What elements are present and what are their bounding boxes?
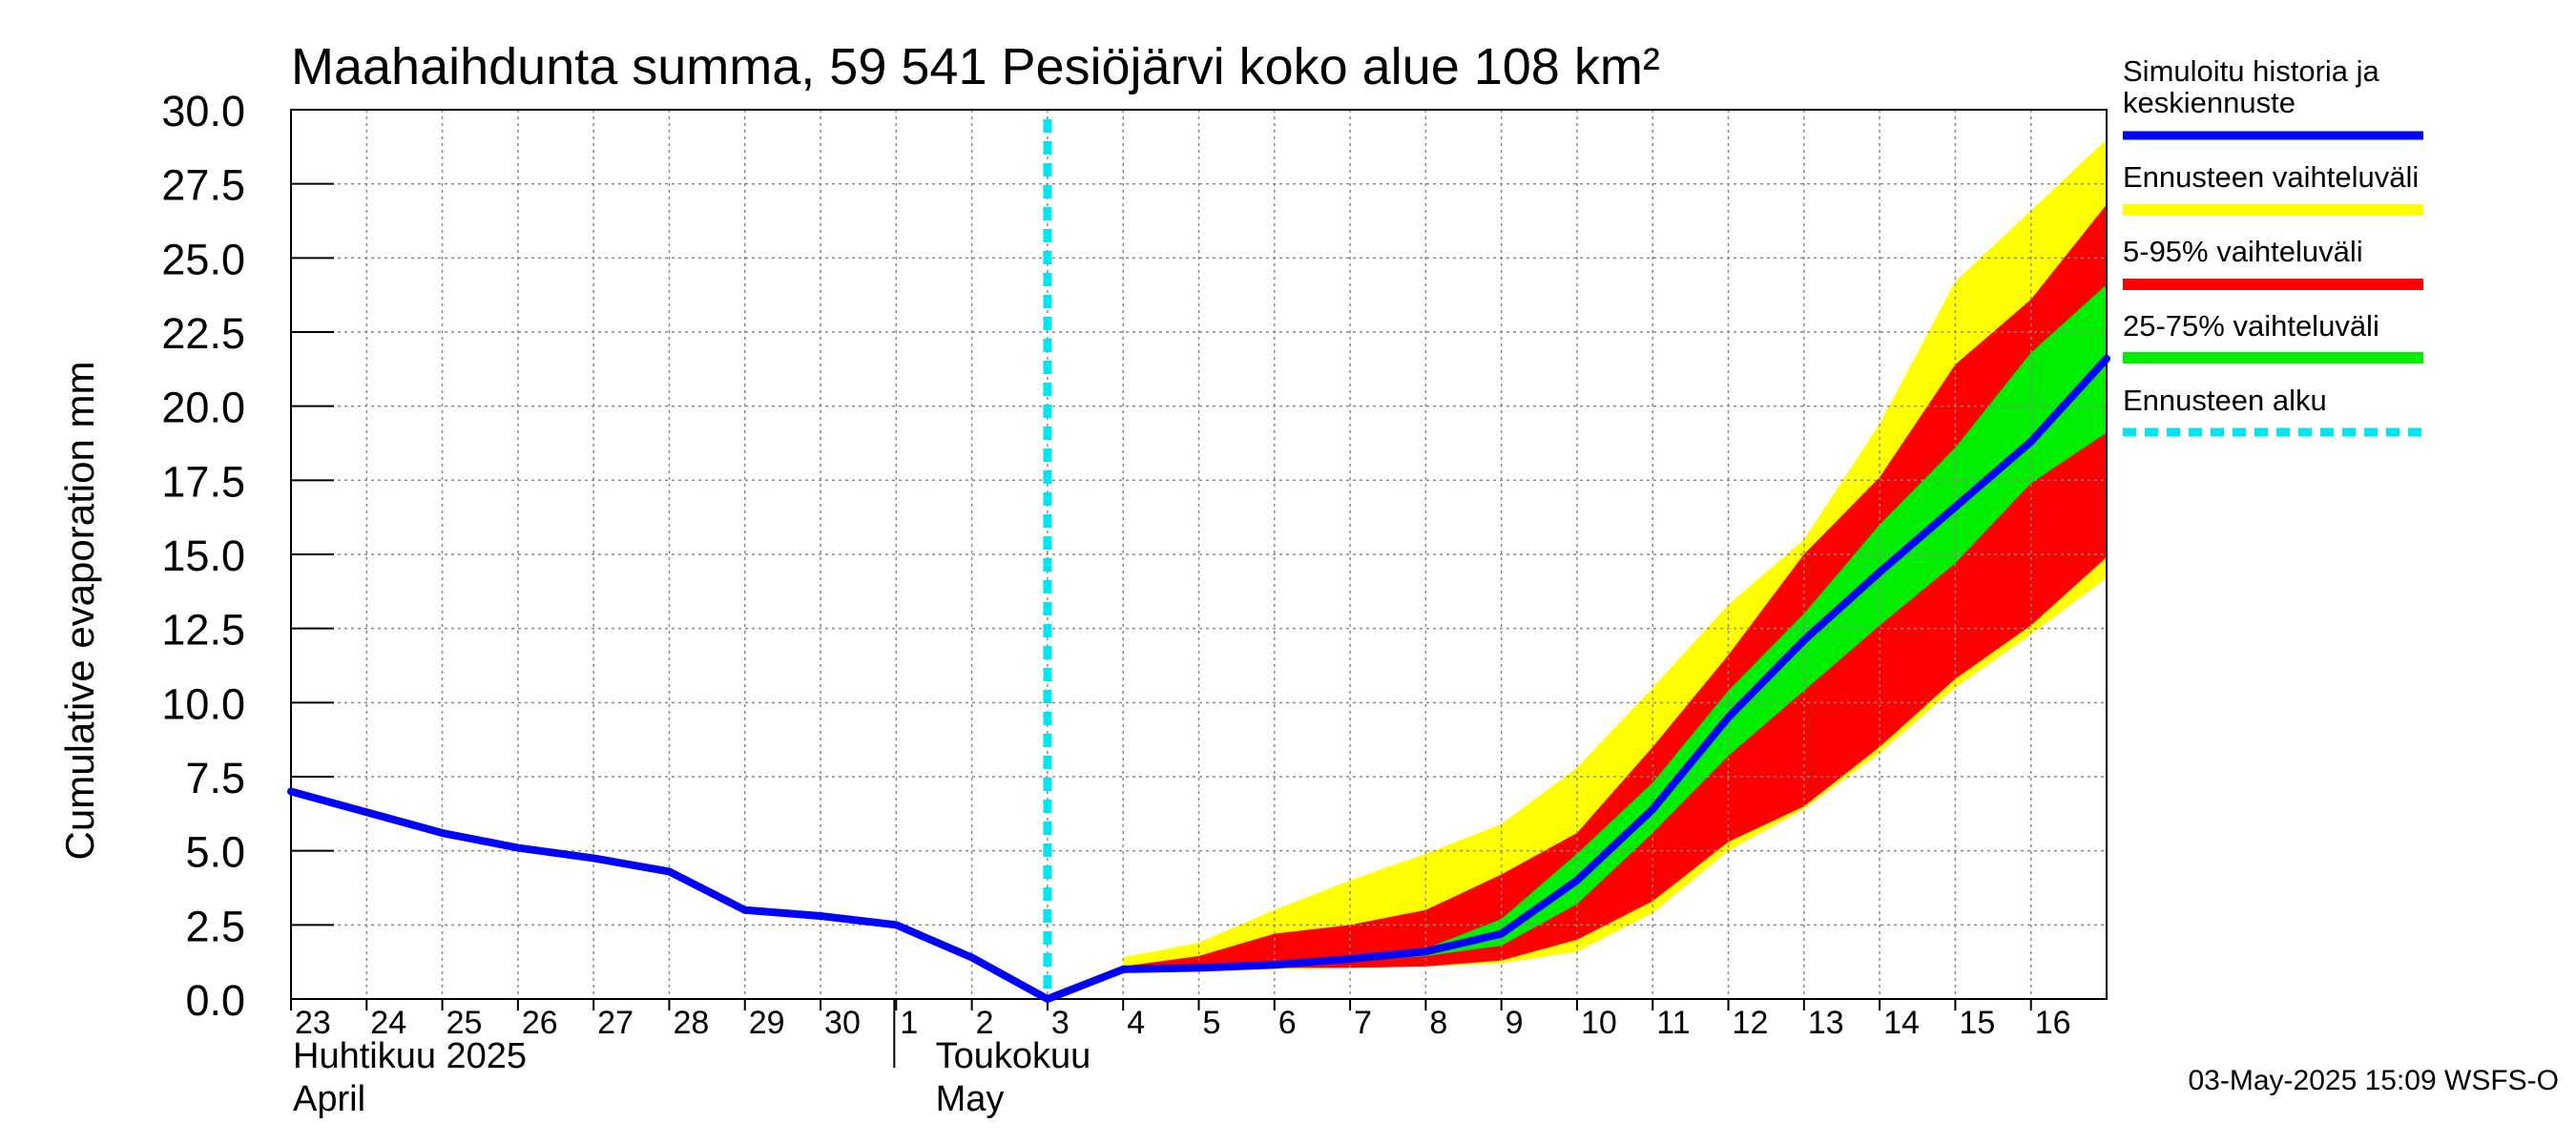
band-p25-75 [1123,284,2107,969]
legend-label-forecast-start: Ennusteen alku [2123,384,2327,417]
y-tick-label: 27.5 [161,161,245,210]
y-axis-label: Cumulative evaporation mm [57,362,102,861]
y-tick-label: 7.5 [185,754,245,802]
x-tick-label: 8 [1429,1005,1447,1041]
axes: 0.0 2.5 5.0 7.5 10.0 12.5 15.0 17.5 20.0 22.5 25.0… [161,87,2108,1119]
x-tick-label: 26 [522,1005,558,1041]
x-tick-label: 24 [370,1005,406,1041]
month-label-april-en: April [293,1079,365,1119]
x-tick-label: 27 [597,1005,634,1041]
x-tick-label: 13 [1808,1005,1844,1041]
grid [291,109,2107,1000]
legend-label-median: Simuloitu historia ja [2123,54,2380,88]
y-tick-label: 20.0 [161,384,245,432]
forecast-bands [1123,139,2107,969]
legend-label-p25-75: 25-75% vaihteluväli [2123,309,2379,343]
y-tick-label: 10.0 [161,679,245,728]
x-tick-label: 7 [1354,1005,1372,1041]
y-tick-label: 17.5 [161,457,245,506]
x-tick-label: 10 [1581,1005,1617,1041]
x-tick-label: 3 [1051,1005,1070,1041]
x-tick-label: 25 [447,1005,483,1041]
y-tick-label: 22.5 [161,309,245,358]
plot-frame [290,109,2108,1000]
x-tick-label: 15 [1959,1005,1995,1041]
month-label-may-en: May [936,1079,1005,1119]
band-full-range [1123,139,2107,969]
x-tick-label: 5 [1203,1005,1221,1041]
x-tick-label: 1 [900,1005,918,1041]
timestamp-footer: 03-May-2025 15:09 WSFS-O [2189,1065,2560,1096]
x-tick-label: 11 [1656,1005,1690,1041]
y-tick-label: 12.5 [161,606,245,655]
month-label-april-fi: Huhtikuu 2025 [293,1036,527,1076]
y-tick-label: 30.0 [161,87,245,135]
x-tick-label: 30 [824,1005,861,1041]
median-line [287,354,2110,1003]
x-tick-label: 2 [976,1005,994,1041]
x-tick-label: 29 [749,1005,785,1041]
chart-title: Maahaihdunta summa, 59 541 Pesiöjärvi ko… [291,38,1660,95]
x-tick-label: 9 [1506,1005,1524,1041]
x-tick-label: 6 [1278,1005,1297,1041]
legend-label-full-range: Ennusteen vaihteluväli [2123,160,2419,194]
x-tick-label: 12 [1733,1005,1769,1041]
y-tick-label: 15.0 [161,531,245,580]
series-lines [287,119,2110,1003]
x-tick-label: 28 [673,1005,709,1041]
y-tick-label: 0.0 [185,976,245,1025]
legend-label-median-2: keskiennuste [2123,86,2296,119]
month-label-may-fi: Toukokuu [936,1036,1091,1076]
x-tick-label: 4 [1127,1005,1145,1041]
x-tick-label: 14 [1883,1005,1920,1041]
x-tick-label: 16 [2035,1005,2071,1041]
legend-label-p5-95: 5-95% vaihteluväli [2123,235,2363,268]
y-tick-label: 25.0 [161,235,245,283]
y-tick-label: 2.5 [185,902,245,950]
y-tick-label: 5.0 [185,828,245,877]
x-tick-label: 23 [295,1005,331,1041]
